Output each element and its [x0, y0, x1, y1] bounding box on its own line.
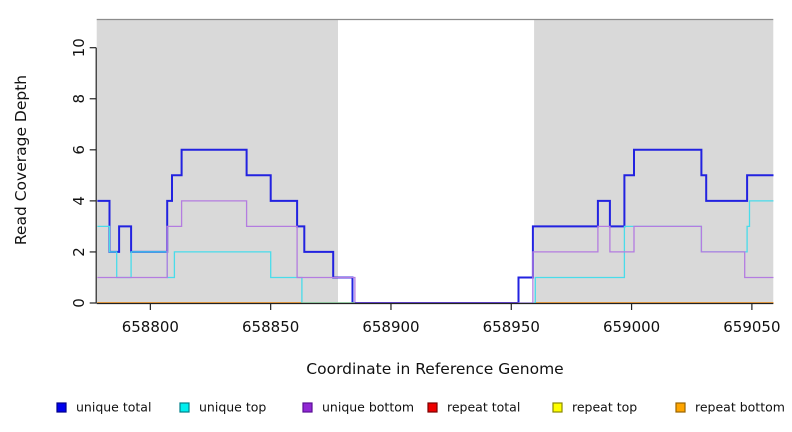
- legend-swatch-repeat-bottom: [675, 402, 686, 413]
- legend-swatch-repeat-top: [552, 402, 563, 413]
- x-tick-label: 658850: [242, 318, 299, 336]
- y-tick-label: 4: [70, 196, 88, 206]
- series-line-unique-bottom: [97, 200, 774, 304]
- legend-label: repeat bottom: [695, 400, 785, 415]
- y-tick-label: 6: [70, 145, 88, 155]
- legend-swatch-unique-top: [179, 402, 190, 413]
- shaded-repeat-region: [534, 20, 774, 303]
- x-axis-title: Coordinate in Reference Genome: [306, 360, 563, 378]
- legend-label: unique top: [199, 400, 266, 415]
- x-tick-label: 658950: [483, 318, 540, 336]
- legend-label: unique bottom: [322, 400, 414, 415]
- y-tick-label: 10: [70, 38, 88, 57]
- x-tick-label: 658800: [122, 318, 179, 336]
- legend-swatch-repeat-total: [427, 402, 438, 413]
- shaded-repeat-region: [96, 20, 338, 303]
- legend-swatch-unique-total: [56, 402, 67, 413]
- x-tick-label: 659000: [603, 318, 660, 336]
- y-tick-label: 2: [70, 247, 88, 257]
- legend-label: repeat top: [572, 400, 637, 415]
- legend-swatch-unique-bottom: [302, 402, 313, 413]
- y-tick-label: 0: [70, 298, 88, 308]
- legend-label: unique total: [76, 400, 151, 415]
- legend-label: repeat total: [447, 400, 520, 415]
- y-axis-title: Read Coverage Depth: [12, 75, 30, 245]
- y-tick-label: 8: [70, 94, 88, 104]
- x-tick-label: 659050: [723, 318, 780, 336]
- x-tick-label: 658900: [362, 318, 419, 336]
